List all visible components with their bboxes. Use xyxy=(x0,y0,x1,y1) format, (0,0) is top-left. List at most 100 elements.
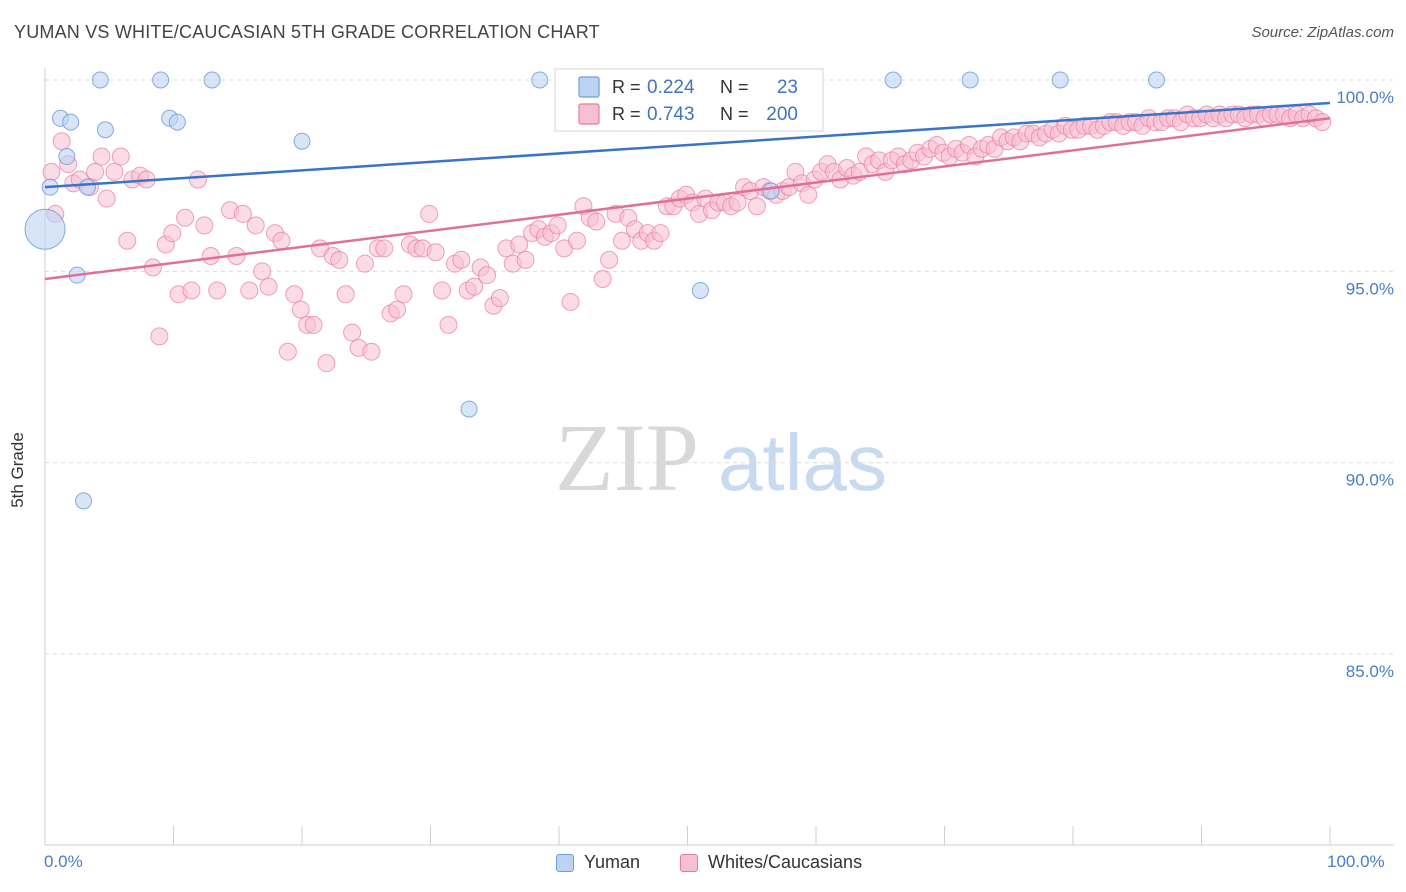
point-yuman xyxy=(531,71,549,89)
point-whites xyxy=(343,323,362,342)
point-whites xyxy=(105,162,124,181)
point-yuman xyxy=(1051,71,1069,89)
point-whites xyxy=(52,132,71,151)
point-whites xyxy=(176,208,195,227)
point-whites xyxy=(336,285,355,304)
stats-legend-swatch xyxy=(578,103,600,125)
trend-line-yuman xyxy=(44,101,1331,189)
legend-item-whites[interactable]: Whites/Caucasians xyxy=(680,852,862,873)
point-whites xyxy=(465,277,484,296)
point-yuman xyxy=(96,121,114,139)
stats-r-label: R = xyxy=(612,104,641,124)
y-tick-label: 85.0% xyxy=(1346,662,1394,681)
source-label: Source: ZipAtlas.com xyxy=(1251,24,1394,41)
legend-swatch-whites xyxy=(680,853,698,872)
point-whites xyxy=(304,315,323,334)
point-whites xyxy=(362,342,381,361)
point-whites xyxy=(240,281,259,300)
point-whites xyxy=(799,185,818,204)
stats-legend-swatch xyxy=(578,76,600,98)
chart-title: YUMAN VS WHITE/CAUCASIAN 5TH GRADE CORRE… xyxy=(14,22,600,42)
legend-swatch-yuman xyxy=(556,853,574,872)
point-whites xyxy=(375,239,394,258)
point-yuman xyxy=(75,492,93,510)
point-yuman xyxy=(58,148,76,166)
point-yuman xyxy=(91,71,109,89)
point-yuman xyxy=(884,71,902,89)
point-whites xyxy=(97,189,116,208)
legend-label-yuman: Yuman xyxy=(584,852,641,872)
point-yuman xyxy=(78,178,96,196)
trend-line-whites xyxy=(44,117,1331,281)
point-whites xyxy=(420,204,439,223)
point-yuman xyxy=(293,132,311,150)
point-whites xyxy=(278,342,297,361)
stats-n-value: 23 xyxy=(777,77,798,98)
point-whites xyxy=(490,289,509,308)
point-whites xyxy=(600,250,619,269)
stats-r-value: 0.224 xyxy=(647,77,695,98)
point-yuman xyxy=(961,71,979,89)
x-tick-label-max: 100.0% xyxy=(1327,852,1385,871)
point-yuman xyxy=(203,71,221,89)
point-yuman xyxy=(168,113,186,131)
y-tick-label: 95.0% xyxy=(1346,279,1394,298)
point-whites xyxy=(593,269,612,288)
stats-n-label: N = xyxy=(720,104,749,124)
point-whites xyxy=(233,204,252,223)
point-whites xyxy=(42,162,61,181)
point-whites xyxy=(201,247,220,266)
point-whites xyxy=(182,281,201,300)
y-tick-label: 100.0% xyxy=(1336,88,1394,107)
stats-n-value: 200 xyxy=(766,104,798,125)
point-whites xyxy=(561,292,580,311)
point-whites xyxy=(246,216,265,235)
point-whites xyxy=(439,315,458,334)
point-whites xyxy=(111,147,130,166)
legend-label-whites: Whites/Caucasians xyxy=(708,852,863,872)
point-whites xyxy=(478,266,497,285)
point-yuman xyxy=(24,208,66,250)
point-whites xyxy=(516,250,535,269)
point-whites xyxy=(188,170,207,189)
point-whites xyxy=(388,300,407,319)
point-whites xyxy=(510,235,529,254)
bottom-legend: Yuman Whites/Caucasians xyxy=(0,852,1406,878)
stats-legend-box xyxy=(554,68,824,132)
point-whites xyxy=(612,231,631,250)
point-whites xyxy=(1313,113,1332,132)
point-whites xyxy=(143,258,162,277)
stats-r-value: 0.743 xyxy=(647,104,695,125)
x-tick-label-min: 0.0% xyxy=(44,852,83,871)
point-yuman xyxy=(691,281,709,299)
watermark-zip: ZIP xyxy=(555,404,699,511)
point-whites xyxy=(355,254,374,273)
point-yuman xyxy=(762,182,780,200)
point-whites xyxy=(567,231,586,250)
point-whites xyxy=(253,262,272,281)
point-whites xyxy=(195,216,214,235)
watermark-atlas: atlas xyxy=(718,418,887,507)
y-tick-label: 90.0% xyxy=(1346,471,1394,490)
point-whites xyxy=(587,212,606,231)
legend-item-yuman[interactable]: Yuman xyxy=(556,852,640,873)
point-whites xyxy=(291,300,310,319)
point-whites xyxy=(208,281,227,300)
point-whites xyxy=(747,197,766,216)
point-whites xyxy=(433,281,452,300)
point-whites xyxy=(452,250,471,269)
point-whites xyxy=(317,354,336,373)
point-whites xyxy=(285,285,304,304)
point-whites xyxy=(163,224,182,243)
point-whites xyxy=(394,285,413,304)
stats-n-label: N = xyxy=(720,77,749,97)
point-whites xyxy=(259,277,278,296)
point-yuman xyxy=(62,113,80,131)
stats-r-label: R = xyxy=(612,77,641,97)
point-yuman xyxy=(152,71,170,89)
point-whites xyxy=(330,250,349,269)
point-yuman xyxy=(460,400,478,418)
point-whites xyxy=(426,243,445,262)
point-whites xyxy=(118,231,137,250)
